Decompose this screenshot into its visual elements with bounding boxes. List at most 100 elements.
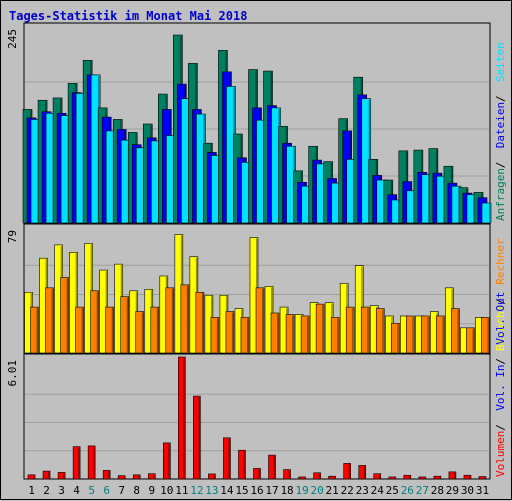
bar-volumen-day-4 [72, 446, 81, 480]
chart-title: Tages-Statistik im Monat Mai 2018 [9, 9, 247, 23]
legend-volout: Vol. Out [494, 292, 507, 345]
bar-shade-seiten-day-31 [488, 204, 491, 223]
bar-rechner-day-25 [390, 323, 400, 354]
bar-shade-volumen-day-4 [78, 447, 80, 479]
bar-shade-rechner-day-1 [36, 308, 39, 353]
bar-shade-rechner-day-27 [427, 316, 429, 353]
bar-volumen-day-22 [343, 463, 351, 480]
bar-shade-volumen-day-8 [138, 475, 140, 479]
bar-shade-rechner-day-31 [487, 318, 489, 353]
bar-shade-rechner-day-11 [186, 285, 189, 353]
bar-shade-rechner-day-8 [141, 312, 144, 353]
bar-shade-rechner-day-4 [81, 308, 84, 353]
bar-volumen-day-23 [358, 465, 367, 480]
bar-shade-volumen-day-7 [123, 476, 125, 479]
bar-shade-rechner-day-29 [457, 309, 459, 353]
bar-rechner-day-16 [255, 287, 265, 354]
bar-shade-rechner-day-12 [201, 293, 204, 353]
bar-shade-besuche-day-4 [75, 253, 78, 353]
bar-shade-rechner-day-21 [337, 318, 339, 353]
bar-shade-rechner-day-25 [397, 324, 399, 353]
x-tick-label-day-12: 12 [190, 484, 203, 497]
bar-shade-volumen-day-28 [438, 477, 441, 479]
bar-rechner-day-5 [90, 290, 99, 354]
x-tick-label-day-21: 21 [326, 484, 339, 497]
bar-shade-volumen-day-21 [333, 477, 336, 479]
x-tick-label-day-22: 22 [341, 484, 354, 497]
bar-shade-volumen-day-20 [318, 473, 321, 479]
bar-rechner-day-2 [45, 287, 54, 354]
bar-rechner-day-18 [285, 314, 295, 354]
bar-besuche-day-4 [69, 251, 78, 354]
bar-volumen-day-29 [448, 471, 457, 480]
bar-rechner-day-17 [270, 312, 280, 354]
bar-rechner-day-14 [225, 311, 235, 354]
bar-volumen-day-16 [253, 468, 261, 480]
bar-shade-volumen-day-22 [348, 464, 351, 479]
bar-rechner-day-11 [180, 284, 190, 354]
x-tick-label-day-1: 1 [28, 484, 35, 497]
x-tick-label-day-30: 30 [461, 484, 474, 497]
x-tick-label-day-18: 18 [280, 484, 293, 497]
bar-shade-rechner-day-30 [472, 328, 474, 353]
legend-separator: / [494, 424, 507, 431]
x-tick-label-day-8: 8 [133, 484, 140, 497]
bar-volumen-day-19 [298, 476, 306, 480]
legend-separator: / [494, 358, 507, 365]
x-tick-label-day-26: 26 [401, 484, 414, 497]
bar-shade-volumen-day-31 [483, 477, 486, 479]
bar-rechner-day-9 [150, 306, 160, 354]
bar-shade-rechner-day-10 [171, 288, 174, 353]
bar-volumen-day-8 [132, 474, 141, 480]
bar-shade-rechner-day-22 [352, 308, 354, 353]
x-tick-label-day-10: 10 [160, 484, 173, 497]
bar-rechner-day-12 [195, 291, 205, 354]
bar-shade-rechner-day-6 [111, 308, 114, 353]
x-tick-label-day-4: 4 [73, 484, 80, 497]
legend-separator: / [494, 162, 507, 169]
bar-shade-rechner-day-20 [322, 305, 324, 353]
bar-shade-rechner-day-16 [262, 288, 264, 353]
bar-shade-rechner-day-17 [277, 314, 279, 353]
bar-shade-volumen-day-12 [198, 397, 200, 479]
bar-shade-rechner-day-18 [292, 315, 294, 353]
bar-volumen-day-21 [328, 475, 336, 480]
bar-rechner-day-20 [315, 303, 325, 354]
bar-shade-volumen-day-1 [33, 475, 35, 479]
x-tick-label-day-23: 23 [356, 484, 369, 497]
x-tick-label-day-13: 13 [205, 484, 218, 497]
legend-dateien: Dateien [494, 102, 507, 148]
x-tick-label-day-11: 11 [175, 484, 188, 497]
bar-shade-volumen-day-2 [48, 472, 50, 479]
bar-shade-rechner-day-5 [96, 291, 99, 353]
bar-rechner-day-27 [421, 315, 430, 354]
bar-rechner-day-10 [165, 287, 175, 354]
bar-shade-rechner-day-28 [442, 316, 444, 353]
x-tick-label-day-29: 29 [446, 484, 459, 497]
panel-2-max-label: 79 [6, 230, 19, 243]
bar-rechner-day-15 [240, 317, 250, 354]
bar-volumen-day-2 [42, 470, 51, 480]
bar-shade-volumen-day-29 [453, 472, 456, 479]
x-tick-label-day-24: 24 [371, 484, 385, 497]
bar-rechner-day-28 [436, 315, 445, 354]
bar-volumen-day-12 [193, 395, 201, 480]
bar-shade-volumen-day-10 [168, 443, 170, 479]
bar-volumen-day-17 [268, 454, 276, 480]
bar-rechner-day-7 [120, 296, 130, 354]
legend-seiten: Seiten [494, 42, 507, 82]
bar-shade-rechner-day-15 [246, 318, 249, 353]
x-tick-label-day-5: 5 [88, 484, 95, 497]
bar-volumen-day-28 [433, 475, 442, 480]
x-tick-label-day-28: 28 [431, 484, 444, 497]
bar-shade-volumen-day-19 [303, 477, 306, 479]
bar-shade-volumen-day-9 [153, 474, 155, 479]
bar-rechner-day-22 [345, 306, 355, 354]
bar-volumen-day-7 [117, 475, 126, 480]
x-tick-label-day-20: 20 [311, 484, 324, 497]
bar-volumen-day-3 [57, 472, 66, 480]
legend-volin: Vol. In [494, 364, 507, 410]
bar-shade-rechner-day-3 [66, 278, 69, 353]
